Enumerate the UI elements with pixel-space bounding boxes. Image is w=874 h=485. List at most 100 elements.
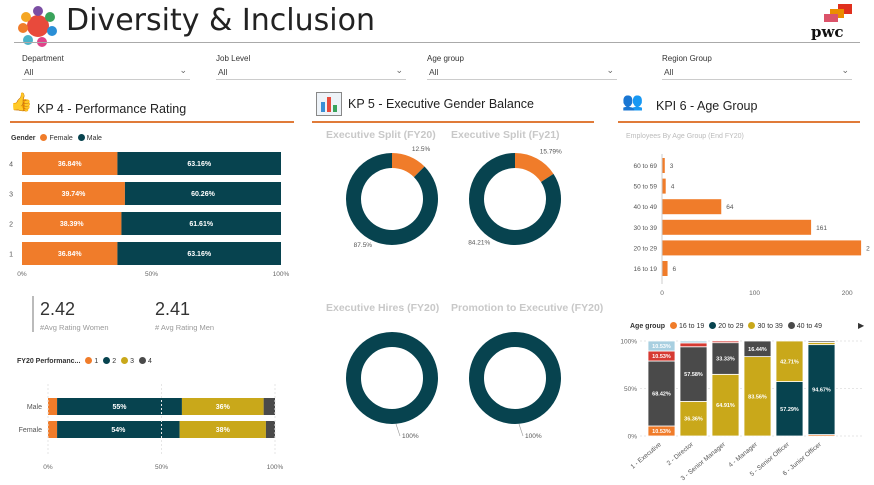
- legend-4-label: 4: [147, 357, 152, 365]
- column-segment: [647, 360, 676, 427]
- legend-next-arrow[interactable]: ▶: [858, 321, 865, 330]
- bar-male: [117, 152, 281, 175]
- category-label: 4: [9, 162, 13, 169]
- age-bar: [662, 261, 668, 276]
- data-label: 6: [673, 266, 677, 273]
- data-label: 10.53%: [652, 344, 671, 350]
- section-divider: [10, 121, 294, 123]
- data-label: 36%: [216, 404, 231, 411]
- column-segment: [807, 340, 836, 343]
- category-label: 2 - Director: [666, 441, 696, 468]
- age-by-level-chart: 0% 50% 100% 10.53% 68.42% 10.53% 10.53% 1 - Exe…: [620, 339, 862, 482]
- department-dropdown[interactable]: All ⌄: [22, 63, 190, 80]
- fy20-legend: FY20 Performanc... 1 2 3 4: [17, 357, 152, 365]
- donut-title: Promotion to Executive (FY20): [451, 302, 604, 314]
- donut-slice: [469, 153, 561, 245]
- bar-male: [117, 242, 281, 265]
- legend-title: Age group: [630, 322, 665, 330]
- section-divider: [312, 121, 594, 123]
- donut-label: 84.21%: [468, 240, 490, 247]
- column-segment: [711, 373, 740, 437]
- donut-label: 100%: [525, 433, 542, 440]
- column-segment: [711, 342, 740, 375]
- filter-age-group[interactable]: Age group All ⌄: [427, 54, 617, 80]
- legend-20-29-label: 20 to 29: [718, 322, 744, 330]
- legend-30-39-label: 30 to 39: [757, 322, 783, 330]
- donut-title: Executive Split (FY20): [326, 129, 436, 141]
- legend-male-label: Male: [86, 134, 102, 142]
- legend-16-19-swatch: [669, 322, 677, 329]
- data-label: 36.36%: [684, 417, 703, 423]
- category-label: 3: [9, 192, 13, 199]
- executive-donut-charts: 12.5% 87.5% 15.79% 84.21% 100% 100%: [346, 146, 562, 440]
- age-group-dropdown[interactable]: All ⌄: [427, 63, 617, 80]
- y-tick-label: 50%: [624, 386, 637, 393]
- category-label: 4 - Manager: [727, 441, 759, 469]
- category-label: 40 to 49: [634, 204, 658, 211]
- x-tick-label: 100%: [273, 271, 290, 278]
- column-segment: [743, 340, 772, 358]
- bar-segment-4: [263, 398, 275, 415]
- y-tick-label: 100%: [620, 339, 637, 346]
- bar-segment-1: [48, 421, 58, 438]
- legend-1-label: 1: [94, 357, 99, 365]
- filter-label: Job Level: [216, 54, 251, 63]
- gender-rating-chart: 4 36.84% 63.16% 3 39.74% 60.26% 2 38.39% 61.61% 1…: [9, 152, 290, 278]
- legend-16-19-label: 16 to 19: [678, 322, 705, 330]
- data-label: 64.91%: [716, 403, 735, 409]
- bar-segment-3: [179, 421, 266, 438]
- kpi-avg-rating-men: 2.41: [155, 299, 191, 319]
- donut-title: Executive Split (Fy21): [451, 129, 560, 141]
- filter-value: All: [218, 67, 228, 77]
- data-label: 55%: [112, 404, 127, 411]
- legend-title: FY20 Performanc...: [17, 357, 81, 365]
- column-segment: [711, 340, 740, 344]
- kpi-divider: [32, 296, 34, 332]
- filter-region-group[interactable]: Region Group All ⌄: [662, 54, 852, 80]
- filter-label: Region Group: [662, 54, 712, 63]
- data-label: 36.84%: [58, 161, 83, 168]
- category-label: Male: [27, 404, 42, 411]
- data-label: 10.53%: [652, 429, 671, 435]
- column-segment: [647, 340, 676, 352]
- category-label: Female: [19, 427, 42, 434]
- kpi-avg-rating-women-label: #Avg Rating Women: [40, 323, 109, 332]
- legend-2-label: 2: [112, 357, 117, 365]
- filter-job-level[interactable]: Job Level All ⌄: [216, 54, 406, 80]
- data-label: 94.67%: [812, 388, 831, 394]
- donut-title: Executive Hires (FY20): [326, 302, 440, 314]
- region-group-dropdown[interactable]: All ⌄: [662, 63, 852, 80]
- kpi-avg-rating-women: 2.42: [40, 299, 76, 319]
- legend-40-49-label: 40 to 49: [796, 322, 823, 330]
- donut-slice: [514, 153, 554, 183]
- data-label: 161: [816, 225, 827, 232]
- bar-segment-2: [57, 398, 182, 415]
- category-label: 60 to 69: [634, 163, 658, 170]
- section-title-kp4: KP 4 - Performance Rating: [37, 102, 187, 116]
- data-label: 38.39%: [60, 221, 85, 228]
- category-label: 1 - Executive: [629, 441, 663, 471]
- age-bar: [662, 219, 812, 235]
- x-tick-label: 0: [660, 290, 664, 297]
- filter-label: Department: [22, 54, 64, 63]
- filter-department[interactable]: Department All ⌄: [22, 54, 190, 80]
- donut-label: 100%: [402, 433, 419, 440]
- bar-segment-2: [57, 421, 180, 438]
- section-title-kpi6: KPI 6 - Age Group: [656, 99, 758, 113]
- data-label: 38%: [216, 427, 231, 434]
- legend-1-swatch: [85, 357, 93, 364]
- filter-label: Age group: [427, 54, 464, 63]
- column-segment: [775, 340, 804, 382]
- column-segment: [679, 346, 708, 402]
- data-label: 83.56%: [748, 394, 767, 400]
- x-tick-label: 0%: [17, 271, 27, 278]
- bar-male: [121, 212, 281, 235]
- y-tick-label: 0%: [628, 434, 638, 441]
- donut-label: 12.5%: [412, 146, 431, 153]
- data-label: 16.44%: [748, 347, 767, 353]
- bar-segment-3: [181, 398, 264, 415]
- category-label: 20 to 29: [634, 245, 658, 252]
- job-level-dropdown[interactable]: All ⌄: [216, 63, 406, 80]
- data-label: 54%: [111, 427, 126, 434]
- page-title: Diversity & Inclusion: [66, 3, 375, 38]
